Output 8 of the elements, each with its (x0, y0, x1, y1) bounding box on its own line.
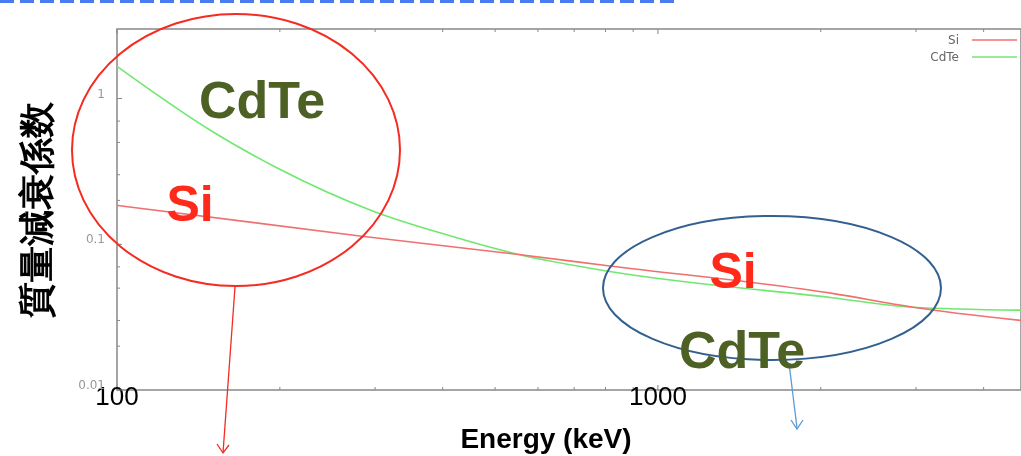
y-axis-title: 質量減衰係数 (15, 101, 57, 319)
legend-label: CdTe (930, 50, 959, 65)
y-tick-label: 0.1 (85, 232, 105, 247)
x-axis-title: Energy (keV) (460, 422, 632, 454)
x-tick-label: 1000 (629, 381, 687, 411)
y-tick-label: 1 (97, 86, 105, 101)
annotation: CdTe (198, 71, 326, 130)
legend-label: Si (948, 33, 959, 48)
